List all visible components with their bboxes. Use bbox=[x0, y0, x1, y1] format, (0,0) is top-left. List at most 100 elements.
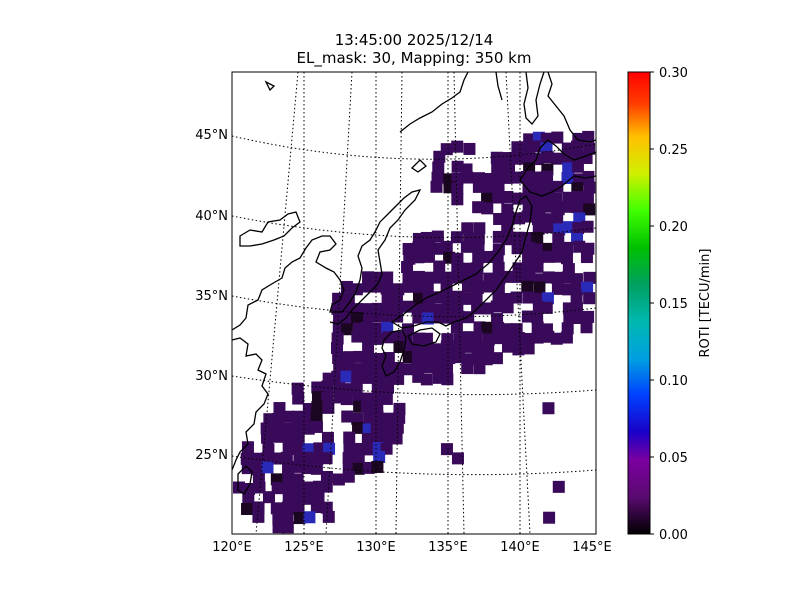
meridian-140b bbox=[453, 72, 465, 534]
roti-cell bbox=[580, 251, 593, 264]
coastline-russia-east bbox=[547, 72, 596, 143]
roti-cell bbox=[482, 342, 495, 355]
roti-cells bbox=[232, 130, 596, 534]
roti-cell bbox=[522, 342, 535, 355]
roti-cell bbox=[512, 343, 525, 356]
roti-cell bbox=[561, 200, 574, 213]
roti-cell bbox=[350, 382, 363, 395]
map-frame bbox=[231, 71, 597, 535]
roti-cell bbox=[571, 191, 584, 204]
roti-cell bbox=[542, 182, 555, 195]
roti-cell bbox=[460, 331, 473, 344]
roti-cell bbox=[390, 291, 403, 304]
roti-cell bbox=[362, 271, 375, 284]
roti-cell bbox=[361, 362, 374, 375]
roti-cell bbox=[311, 400, 324, 413]
lat-label-30: 30°N bbox=[195, 369, 228, 384]
coastline-china-north bbox=[239, 211, 301, 247]
roti-cell bbox=[252, 452, 265, 465]
lon-label-125: 125°E bbox=[284, 540, 324, 555]
coastline-china-east bbox=[232, 337, 269, 471]
roti-cell bbox=[552, 232, 565, 245]
roti-cell bbox=[531, 311, 544, 324]
roti-cell bbox=[343, 431, 356, 444]
roti-cell bbox=[351, 371, 364, 384]
roti-cell bbox=[582, 130, 595, 143]
roti-cell bbox=[390, 331, 403, 344]
roti-cell bbox=[502, 340, 515, 353]
roti-cell bbox=[402, 242, 415, 255]
roti-cell bbox=[270, 502, 283, 515]
roti-cell bbox=[481, 280, 494, 293]
roti-cell bbox=[420, 332, 433, 345]
roti-cell bbox=[532, 222, 545, 235]
roti-cell bbox=[560, 252, 573, 265]
roti-cell bbox=[381, 271, 394, 284]
roti-cell bbox=[451, 290, 464, 303]
roti-cell bbox=[510, 323, 523, 336]
roti-cell bbox=[533, 203, 546, 216]
roti-cell bbox=[472, 180, 485, 193]
roti-cell bbox=[563, 310, 576, 323]
roti-cell bbox=[451, 193, 464, 206]
roti-cell bbox=[300, 412, 313, 425]
lat-label-40: 40°N bbox=[195, 209, 228, 224]
roti-cell bbox=[551, 131, 564, 144]
roti-cell bbox=[291, 442, 304, 455]
roti-cell bbox=[432, 271, 445, 284]
roti-cell bbox=[501, 270, 514, 283]
roti-cell bbox=[310, 462, 323, 475]
lon-label-145: 145°E bbox=[572, 540, 612, 555]
roti-cell bbox=[300, 451, 313, 464]
coastline-small-islands bbox=[264, 80, 276, 92]
coastline-taiwan bbox=[237, 465, 253, 495]
roti-cell bbox=[501, 222, 514, 235]
roti-cell bbox=[371, 410, 384, 423]
roti-cell bbox=[340, 393, 353, 406]
coastline-ryukyu bbox=[410, 159, 427, 173]
roti-cell bbox=[503, 331, 516, 344]
coastline-russia bbox=[399, 72, 469, 133]
lat-label-25: 25°N bbox=[195, 448, 228, 463]
roti-cell bbox=[371, 381, 384, 394]
roti-cell bbox=[583, 203, 596, 216]
roti-cell bbox=[521, 280, 534, 293]
roti-cell bbox=[432, 161, 445, 174]
roti-cell bbox=[441, 361, 454, 374]
lat-label-45: 45°N bbox=[195, 128, 228, 143]
roti-cell bbox=[451, 301, 464, 314]
roti-cell bbox=[320, 480, 333, 493]
roti-cell bbox=[541, 151, 554, 164]
roti-cell bbox=[362, 341, 375, 354]
roti-cell bbox=[431, 171, 444, 184]
coastline-shikoku bbox=[407, 327, 441, 347]
roti-cell bbox=[243, 482, 256, 495]
roti-cell bbox=[512, 231, 525, 244]
roti-cell bbox=[421, 281, 434, 294]
roti-cell bbox=[433, 260, 446, 273]
roti-cell bbox=[500, 323, 513, 336]
lat-label-35: 35°N bbox=[195, 289, 228, 304]
roti-cell bbox=[583, 271, 596, 284]
roti-cell bbox=[580, 321, 593, 334]
roti-cell bbox=[581, 193, 594, 206]
coastlines bbox=[232, 72, 596, 495]
roti-cell bbox=[281, 521, 294, 534]
roti-cell bbox=[272, 521, 285, 534]
meridian-135b bbox=[395, 72, 403, 534]
roti-cell bbox=[531, 260, 544, 273]
roti-cell bbox=[431, 230, 444, 243]
roti-cell bbox=[501, 190, 514, 203]
roti-cell bbox=[302, 481, 315, 494]
roti-cell bbox=[463, 142, 476, 155]
lon-label-120: 120°E bbox=[212, 540, 252, 555]
roti-cell bbox=[280, 451, 293, 464]
roti-cell bbox=[340, 323, 353, 336]
roti-cell bbox=[320, 452, 333, 465]
roti-cell bbox=[360, 322, 373, 335]
coastline-kuril bbox=[495, 72, 503, 101]
roti-cell bbox=[531, 171, 544, 184]
roti-cell bbox=[291, 382, 304, 395]
roti-cell bbox=[320, 501, 333, 514]
roti-cell bbox=[360, 400, 373, 413]
